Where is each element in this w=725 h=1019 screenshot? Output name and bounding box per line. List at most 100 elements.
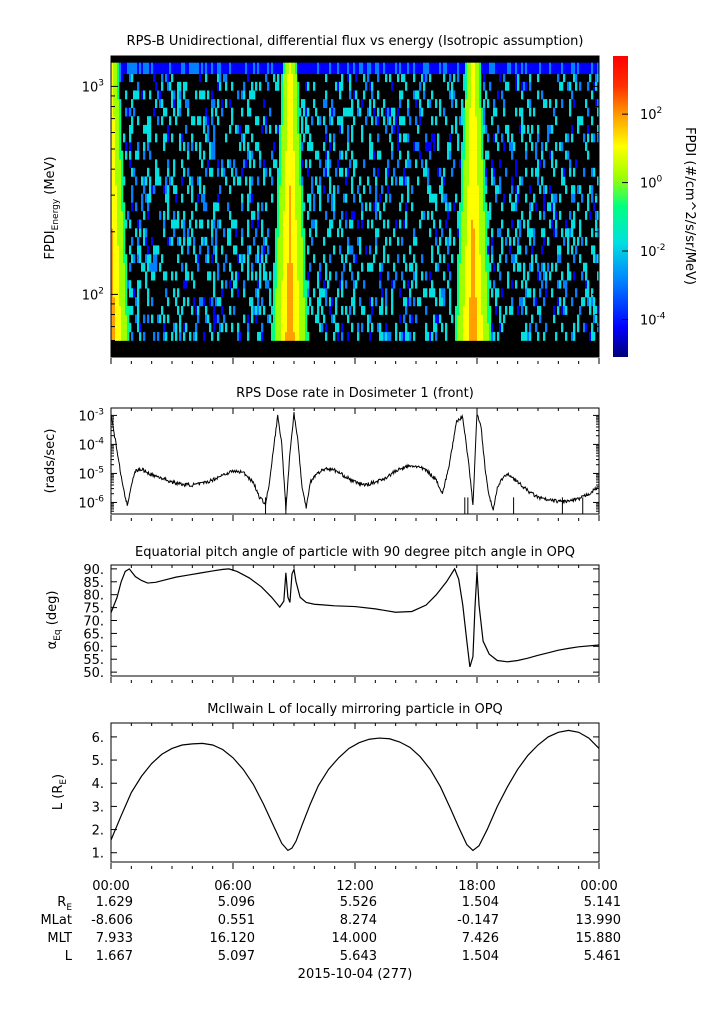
spectrogram-cell bbox=[473, 288, 476, 298]
spectrogram-cell bbox=[111, 176, 114, 186]
spectrogram-cell bbox=[487, 305, 490, 315]
spectrogram-cell bbox=[255, 254, 258, 264]
spectrogram-cell bbox=[121, 150, 124, 160]
spectrogram-cell bbox=[531, 124, 534, 134]
spectrogram-cell bbox=[261, 254, 264, 264]
spectrogram-cell bbox=[343, 107, 346, 117]
spectrogram-cell bbox=[149, 116, 152, 126]
spectrogram-cell bbox=[469, 202, 472, 212]
spectrogram-cell bbox=[467, 254, 470, 264]
spectrogram-cell bbox=[359, 62, 362, 75]
spectrogram-cell bbox=[463, 167, 466, 177]
spectrogram-cell bbox=[469, 305, 472, 315]
spectrogram-cell bbox=[197, 193, 200, 203]
pitch-y-tick-label: 55. bbox=[83, 653, 104, 668]
spectrogram-cell bbox=[471, 124, 474, 134]
spectrogram-cell bbox=[377, 133, 380, 143]
spectrogram-cell bbox=[375, 176, 378, 186]
spectrogram-cell bbox=[417, 124, 420, 134]
spectrogram-cell bbox=[121, 210, 124, 220]
spectrogram-cell bbox=[543, 262, 546, 272]
spectrogram-cell bbox=[451, 62, 454, 75]
spectrogram-cell bbox=[421, 73, 424, 83]
spectrogram-cell bbox=[493, 331, 496, 341]
spectrogram-cell bbox=[249, 62, 252, 75]
spectrogram-cell bbox=[217, 167, 220, 177]
spectrogram-cell bbox=[573, 219, 576, 229]
spectrogram-cell bbox=[529, 99, 532, 108]
spectrogram-cell bbox=[117, 150, 120, 160]
spectrogram-cell bbox=[499, 62, 502, 75]
spectrogram-cell bbox=[397, 159, 400, 169]
spectrogram-cell bbox=[449, 202, 452, 212]
spectrogram-cell bbox=[397, 236, 400, 246]
spectrogram-cell bbox=[485, 90, 488, 100]
spectrogram-cell bbox=[497, 124, 500, 134]
spectrogram-cell bbox=[385, 167, 388, 177]
pitch-y-tick-label: 85. bbox=[83, 576, 104, 591]
spectrogram-cell bbox=[219, 81, 222, 91]
spectrogram-cell bbox=[249, 107, 252, 117]
spectrogram-cell bbox=[293, 228, 296, 238]
spectrogram-cell bbox=[123, 322, 126, 333]
spectrogram-cell bbox=[115, 193, 118, 203]
spectrogram-cell bbox=[289, 124, 292, 134]
spectrogram-cell bbox=[241, 254, 244, 264]
spectrogram-cell bbox=[325, 167, 328, 177]
spectrogram-cell bbox=[361, 202, 364, 212]
spectrogram-cell bbox=[481, 159, 484, 169]
spectrogram-cell bbox=[585, 322, 588, 333]
spectrogram-cell bbox=[471, 314, 474, 324]
spectrogram-cell bbox=[303, 262, 306, 272]
spectrogram-cell bbox=[483, 185, 486, 194]
spectrogram-cell bbox=[287, 150, 290, 160]
spectrogram-cell bbox=[471, 185, 474, 194]
spectrogram-cell bbox=[169, 62, 172, 75]
spectrogram-cell bbox=[477, 331, 480, 341]
spectrogram-cell bbox=[165, 271, 168, 281]
spectrogram-cell bbox=[237, 331, 240, 341]
spectrogram-cell bbox=[289, 280, 292, 289]
spectrogram-cell bbox=[237, 288, 240, 298]
spectrogram-cell bbox=[147, 210, 150, 220]
spectrogram-cell bbox=[153, 107, 156, 117]
spectrogram-cell bbox=[551, 262, 554, 272]
spectrogram-cell bbox=[525, 322, 528, 333]
spectrogram-cell bbox=[273, 62, 276, 75]
spectrogram-cell bbox=[435, 99, 438, 108]
spectrogram-cell bbox=[283, 228, 286, 238]
spectrogram-cell bbox=[537, 167, 540, 177]
spectrogram-cell bbox=[435, 193, 438, 203]
spectrogram-cell bbox=[465, 142, 468, 151]
spectrogram-cell bbox=[475, 254, 478, 264]
spectrogram-cell bbox=[289, 99, 292, 108]
spectrogram-cell bbox=[485, 331, 488, 341]
spectrogram-cell bbox=[309, 228, 312, 238]
spectrogram-cell bbox=[273, 297, 276, 307]
spectrogram-cell bbox=[295, 73, 298, 83]
spectrogram-cell bbox=[295, 202, 298, 212]
spectrogram-cell bbox=[303, 314, 306, 324]
colorbar-label: FPDI (#/cm^2/s/sr/MeV) bbox=[682, 127, 697, 285]
spectrogram-cell bbox=[427, 99, 430, 108]
spectrogram-cell bbox=[285, 150, 288, 160]
spectrogram-cell bbox=[537, 331, 540, 341]
spectrogram-cell bbox=[299, 62, 302, 75]
spectrogram-cell bbox=[491, 245, 494, 255]
spectrogram-cell bbox=[193, 62, 196, 75]
spectrogram-cell bbox=[543, 99, 546, 108]
spectrogram-cell bbox=[467, 62, 470, 75]
spectrogram-cell bbox=[153, 254, 156, 264]
spectrogram-cell bbox=[595, 219, 598, 229]
spectrogram-cell bbox=[117, 262, 120, 272]
spectrogram-cell bbox=[401, 271, 404, 281]
spectrogram-cell bbox=[459, 262, 462, 272]
spectrogram-cell bbox=[595, 210, 598, 220]
spectrogram-cell bbox=[351, 219, 354, 229]
spectrogram-cell bbox=[369, 185, 372, 194]
spectrogram-cell bbox=[265, 62, 268, 75]
spectrogram-cell bbox=[231, 288, 234, 298]
spectrogram-cell bbox=[471, 288, 474, 298]
spectrogram-cell bbox=[123, 202, 126, 212]
spectrogram-cell bbox=[479, 219, 482, 229]
